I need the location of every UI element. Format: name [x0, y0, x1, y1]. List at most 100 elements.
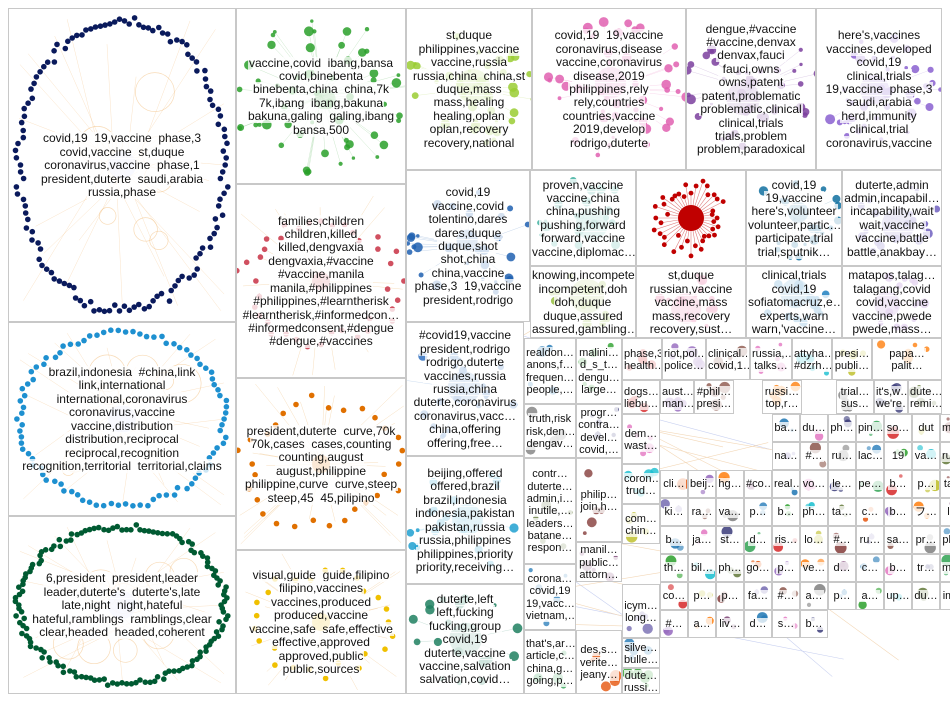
group-panel-g23: duterte,left left,fucking fucking,group … [406, 584, 524, 694]
graph-node [760, 586, 769, 594]
graph-node [252, 304, 258, 310]
graph-node [262, 119, 272, 130]
graph-node [338, 327, 345, 334]
group-nodes [525, 406, 567, 455]
graph-node [881, 208, 915, 241]
graph-node [611, 432, 616, 438]
micro-group-panel: ve… [800, 554, 828, 582]
graph-node [58, 481, 64, 487]
graph-node [329, 223, 336, 229]
group-nodes [839, 349, 866, 376]
graph-node [929, 79, 936, 87]
graph-node [21, 113, 28, 120]
graph-node [156, 492, 162, 499]
graph-node [217, 175, 224, 182]
graph-node [18, 434, 25, 440]
graph-node [383, 606, 390, 612]
graph-node [887, 542, 894, 549]
group-nodes [774, 561, 790, 576]
graph-edge [19, 359, 104, 416]
graph-node [634, 432, 640, 438]
graph-node [700, 178, 706, 184]
group-nodes [790, 487, 798, 496]
graph-node [41, 361, 47, 368]
graph-node [511, 52, 520, 61]
group-nodes [755, 342, 786, 374]
graph-edge [122, 436, 133, 504]
graph-node [389, 306, 396, 312]
graph-node [281, 103, 288, 111]
graph-node [477, 677, 486, 686]
graph-node [727, 510, 739, 522]
graph-node [720, 394, 726, 400]
graph-node [678, 205, 704, 231]
self-loop [149, 230, 169, 250]
group-nodes [858, 587, 882, 609]
group-nodes [837, 444, 850, 462]
graph-node [264, 431, 271, 437]
graph-node [876, 241, 885, 250]
graph-node [73, 674, 80, 680]
graph-node [773, 542, 784, 552]
graph-node [108, 151, 136, 179]
graph-node [917, 445, 923, 451]
graph-node [415, 528, 420, 533]
graph-node [639, 356, 648, 365]
graph-node [356, 237, 362, 244]
graph-node [791, 451, 796, 456]
graph-node [819, 460, 827, 468]
graph-node [706, 592, 713, 598]
graph-edge [281, 95, 322, 146]
graph-node [922, 425, 927, 431]
graph-node [475, 189, 482, 196]
graph-node [494, 280, 498, 284]
graph-node [457, 357, 462, 362]
group-nodes [885, 506, 894, 517]
graph-node [328, 329, 335, 336]
graph-node [194, 656, 200, 663]
micro-group-panel: d… [828, 554, 856, 582]
graph-node [660, 195, 666, 200]
graph-node [115, 502, 122, 508]
graph-node [795, 252, 803, 261]
graph-node [69, 488, 75, 495]
micro-group-panel: ma… [940, 414, 950, 442]
graph-node [338, 41, 345, 49]
graph-node [552, 672, 563, 683]
micro-group-panel: b… [772, 498, 800, 526]
graph-node [759, 502, 768, 511]
graph-node [29, 228, 36, 235]
graph-node [866, 446, 871, 451]
group-panel-g21: #covid19,vaccine president,rodrigo rodri… [406, 322, 524, 456]
graph-node [83, 674, 89, 681]
graph-node [38, 646, 44, 653]
graph-node [592, 652, 601, 660]
graph-node [16, 602, 22, 608]
graph-node [391, 78, 402, 88]
graph-node [364, 27, 370, 32]
graph-node [720, 199, 726, 204]
graph-node [304, 343, 311, 350]
micro-group-panel: up… [884, 582, 912, 610]
graph-node [575, 208, 608, 241]
graph-node [860, 563, 867, 570]
graph-node [257, 122, 262, 127]
micro-group-panel: ja… [688, 526, 716, 554]
graph-node [439, 596, 447, 604]
group-nodes [811, 617, 824, 633]
graph-node [442, 512, 451, 522]
graph-node [877, 320, 884, 326]
group-nodes [886, 474, 903, 496]
graph-node [385, 619, 392, 625]
graph-node [900, 448, 908, 457]
graph-node [433, 200, 442, 209]
graph-edge [272, 34, 322, 97]
graph-node [774, 246, 781, 253]
graph-node [627, 424, 633, 430]
micro-group-panel: ris… [772, 526, 800, 554]
graph-node [524, 221, 529, 228]
graph-node [325, 405, 332, 411]
graph-edge [246, 463, 322, 493]
graph-node [281, 222, 288, 229]
